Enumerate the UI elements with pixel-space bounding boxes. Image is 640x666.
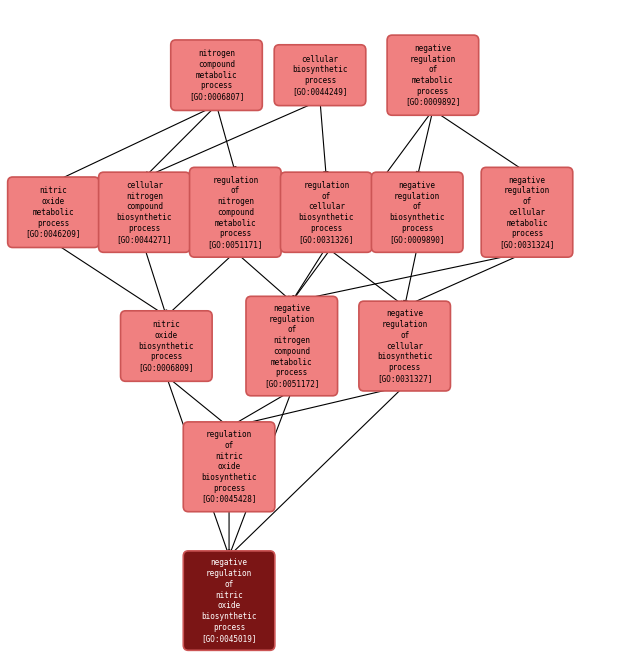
Text: regulation
of
cellular
biosynthetic
process
[GO:0031326]: regulation of cellular biosynthetic proc… (298, 181, 354, 244)
FancyBboxPatch shape (99, 172, 190, 252)
FancyBboxPatch shape (189, 167, 281, 257)
FancyBboxPatch shape (183, 551, 275, 650)
Text: negative
regulation
of
nitric
oxide
biosynthetic
process
[GO:0045019]: negative regulation of nitric oxide bios… (202, 559, 257, 643)
FancyBboxPatch shape (171, 40, 262, 111)
Text: regulation
of
nitric
oxide
biosynthetic
process
[GO:0045428]: regulation of nitric oxide biosynthetic … (202, 430, 257, 503)
FancyBboxPatch shape (387, 35, 479, 115)
FancyBboxPatch shape (246, 296, 337, 396)
Text: regulation
of
nitrogen
compound
metabolic
process
[GO:0051171]: regulation of nitrogen compound metaboli… (207, 176, 263, 249)
FancyBboxPatch shape (183, 422, 275, 511)
Text: negative
regulation
of
cellular
biosynthetic
process
[GO:0031327]: negative regulation of cellular biosynth… (377, 309, 433, 383)
FancyBboxPatch shape (371, 172, 463, 252)
FancyBboxPatch shape (120, 311, 212, 382)
Text: negative
regulation
of
biosynthetic
process
[GO:0009890]: negative regulation of biosynthetic proc… (390, 181, 445, 244)
Text: negative
regulation
of
metabolic
process
[GO:0009892]: negative regulation of metabolic process… (405, 44, 461, 107)
FancyBboxPatch shape (481, 167, 573, 257)
Text: nitric
oxide
metabolic
process
[GO:0046209]: nitric oxide metabolic process [GO:00462… (26, 186, 81, 238)
Text: cellular
nitrogen
compound
biosynthetic
process
[GO:0044271]: cellular nitrogen compound biosynthetic … (116, 181, 172, 244)
FancyBboxPatch shape (8, 177, 99, 248)
Text: cellular
biosynthetic
process
[GO:0044249]: cellular biosynthetic process [GO:004424… (292, 55, 348, 96)
FancyBboxPatch shape (274, 45, 366, 106)
Text: negative
regulation
of
cellular
metabolic
process
[GO:0031324]: negative regulation of cellular metaboli… (499, 176, 555, 249)
FancyBboxPatch shape (280, 172, 372, 252)
Text: nitrogen
compound
metabolic
process
[GO:0006807]: nitrogen compound metabolic process [GO:… (189, 49, 244, 101)
Text: nitric
oxide
biosynthetic
process
[GO:0006809]: nitric oxide biosynthetic process [GO:00… (139, 320, 194, 372)
Text: negative
regulation
of
nitrogen
compound
metabolic
process
[GO:0051172]: negative regulation of nitrogen compound… (264, 304, 319, 388)
FancyBboxPatch shape (359, 301, 451, 391)
